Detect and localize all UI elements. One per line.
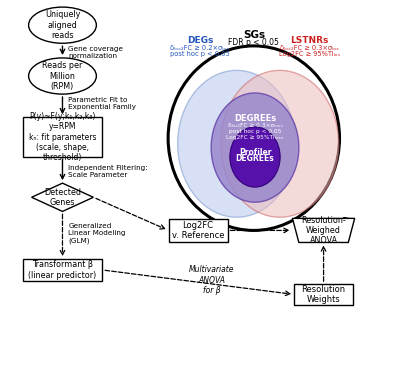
Text: LSTNRs: LSTNRs [290, 36, 329, 45]
Text: Uniquely
aligned
reads: Uniquely aligned reads [45, 10, 80, 40]
Text: DEGREEs: DEGREEs [234, 115, 276, 124]
Text: δₗₒₓ₂FC ≥ 0.3×σₘₓₓ: δₗₒₓ₂FC ≥ 0.3×σₘₓₓ [228, 123, 282, 128]
Text: Profiler: Profiler [239, 147, 271, 156]
Text: post hoc p < 0.05: post hoc p < 0.05 [170, 51, 230, 57]
Ellipse shape [178, 70, 296, 217]
Text: P(y)~F(y;k₁,k₂,k₃)
y=RPM
kₙ: fit parameters
(scale, shape,
threshold): P(y)~F(y;k₁,k₂,k₃) y=RPM kₙ: fit paramet… [29, 112, 96, 162]
Text: SGs: SGs [243, 29, 265, 40]
Polygon shape [292, 218, 355, 242]
Text: Transformant β
(linear predictor): Transformant β (linear predictor) [28, 260, 97, 280]
Text: Resolution
Weights: Resolution Weights [302, 285, 346, 304]
FancyBboxPatch shape [23, 117, 102, 157]
Ellipse shape [28, 58, 96, 94]
Text: Reads per
Million
(RPM): Reads per Million (RPM) [42, 61, 83, 91]
FancyBboxPatch shape [23, 259, 102, 281]
Text: Multivariate
ANOVA
for β: Multivariate ANOVA for β [189, 265, 235, 295]
Text: DEGs: DEGs [187, 36, 213, 45]
Text: Generalized
Linear Modeling
(GLM): Generalized Linear Modeling (GLM) [68, 223, 126, 244]
Text: δₗₒₓ₂FC ≥ 0.3×σₗₒₓ: δₗₒₓ₂FC ≥ 0.3×σₗₒₓ [280, 45, 339, 51]
Text: Log2FC ≥ 95%Tiₘₓₓ: Log2FC ≥ 95%Tiₘₓₓ [226, 135, 284, 139]
Text: Gene coverage
normalization: Gene coverage normalization [68, 46, 124, 59]
FancyBboxPatch shape [168, 219, 228, 242]
Text: FDR p < 0.05: FDR p < 0.05 [228, 39, 279, 47]
Text: Log2FC ≥ 95%Tiₗₒₓ: Log2FC ≥ 95%Tiₗₒₓ [279, 51, 340, 57]
Ellipse shape [230, 127, 280, 187]
Text: Independent Filtering:
Scale Parameter: Independent Filtering: Scale Parameter [68, 165, 148, 178]
Ellipse shape [211, 93, 299, 202]
Text: δₗₒₓ₂FC ≥ 0.2×σₗₒₓ: δₗₒₓ₂FC ≥ 0.2×σₗₒₓ [170, 45, 230, 51]
Ellipse shape [28, 7, 96, 43]
FancyBboxPatch shape [294, 284, 353, 305]
Text: Resolution-
Weighed
ANOVA: Resolution- Weighed ANOVA [301, 215, 346, 245]
Text: Log2FC
v. Reference: Log2FC v. Reference [172, 221, 224, 240]
Text: DEGREEs: DEGREEs [236, 154, 274, 163]
Text: Parametric Fit to
Exponential Family: Parametric Fit to Exponential Family [68, 97, 136, 110]
Ellipse shape [221, 70, 339, 217]
Text: Detected
Genes: Detected Genes [44, 187, 81, 207]
Polygon shape [32, 183, 93, 211]
Text: post hoc p < 0.05: post hoc p < 0.05 [229, 129, 281, 134]
